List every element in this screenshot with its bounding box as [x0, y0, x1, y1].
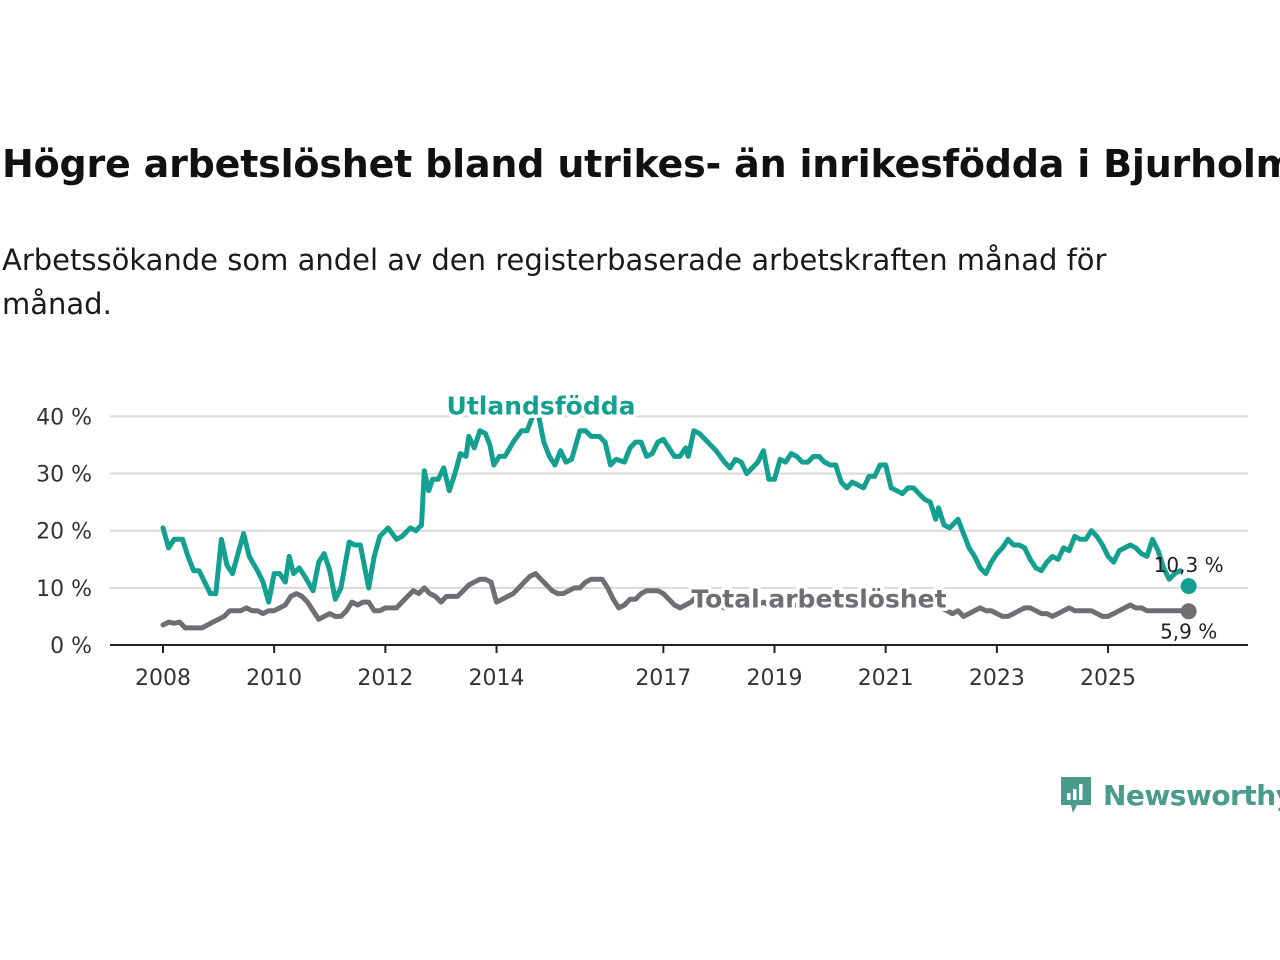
series-lines: [160, 411, 1197, 631]
end-value-label: 10,3 %: [1154, 553, 1224, 577]
x-tick-label: 2014: [469, 666, 525, 691]
y-tick-label: 20 %: [36, 520, 92, 545]
axes: 0 % 10 % 20 % 30 % 40 % 2008 2010 2012 2014 2017 2…: [36, 405, 1248, 691]
gridlines: [110, 415, 1248, 589]
x-tick-label: 2017: [635, 666, 691, 691]
series-name-label: Utlandsfödda: [447, 392, 636, 421]
y-tick-label: 30 %: [36, 463, 92, 488]
x-tick-label: 2023: [969, 666, 1025, 691]
x-tick-label: 2021: [858, 666, 914, 691]
series-name-label: Total arbetslöshet: [691, 584, 946, 613]
x-tick-label: 2019: [747, 666, 803, 691]
chart-title: Högre arbetslöshet bland utrikes- än inr…: [2, 142, 1280, 186]
series-name-halo: Utlandsfödda: [447, 392, 636, 421]
newsworthy-logo-icon: [1061, 777, 1091, 813]
series-line-total: [160, 571, 1183, 631]
chart-subtitle: Arbetssökande som andel av den registerb…: [2, 243, 1107, 321]
series-end-dot: [1180, 603, 1197, 620]
series-end-dot: [1180, 578, 1197, 595]
series-line-utlandsfodda: [160, 411, 1183, 605]
brand-name: Newsworthy: [1103, 778, 1280, 812]
x-tick-label: 2025: [1080, 666, 1136, 691]
y-tick-label: 40 %: [36, 405, 92, 430]
brand-logo: Newsworthy: [1059, 772, 1280, 818]
y-tick-label: 0 %: [50, 634, 92, 659]
end-value-label: 5,9 %: [1160, 619, 1217, 643]
x-tick-label: 2010: [246, 666, 302, 691]
x-tick-label: 2008: [135, 666, 191, 691]
series-name-halo: Total arbetslöshet: [691, 584, 946, 613]
y-tick-label: 10 %: [36, 577, 92, 602]
x-tick-label: 2012: [357, 666, 413, 691]
